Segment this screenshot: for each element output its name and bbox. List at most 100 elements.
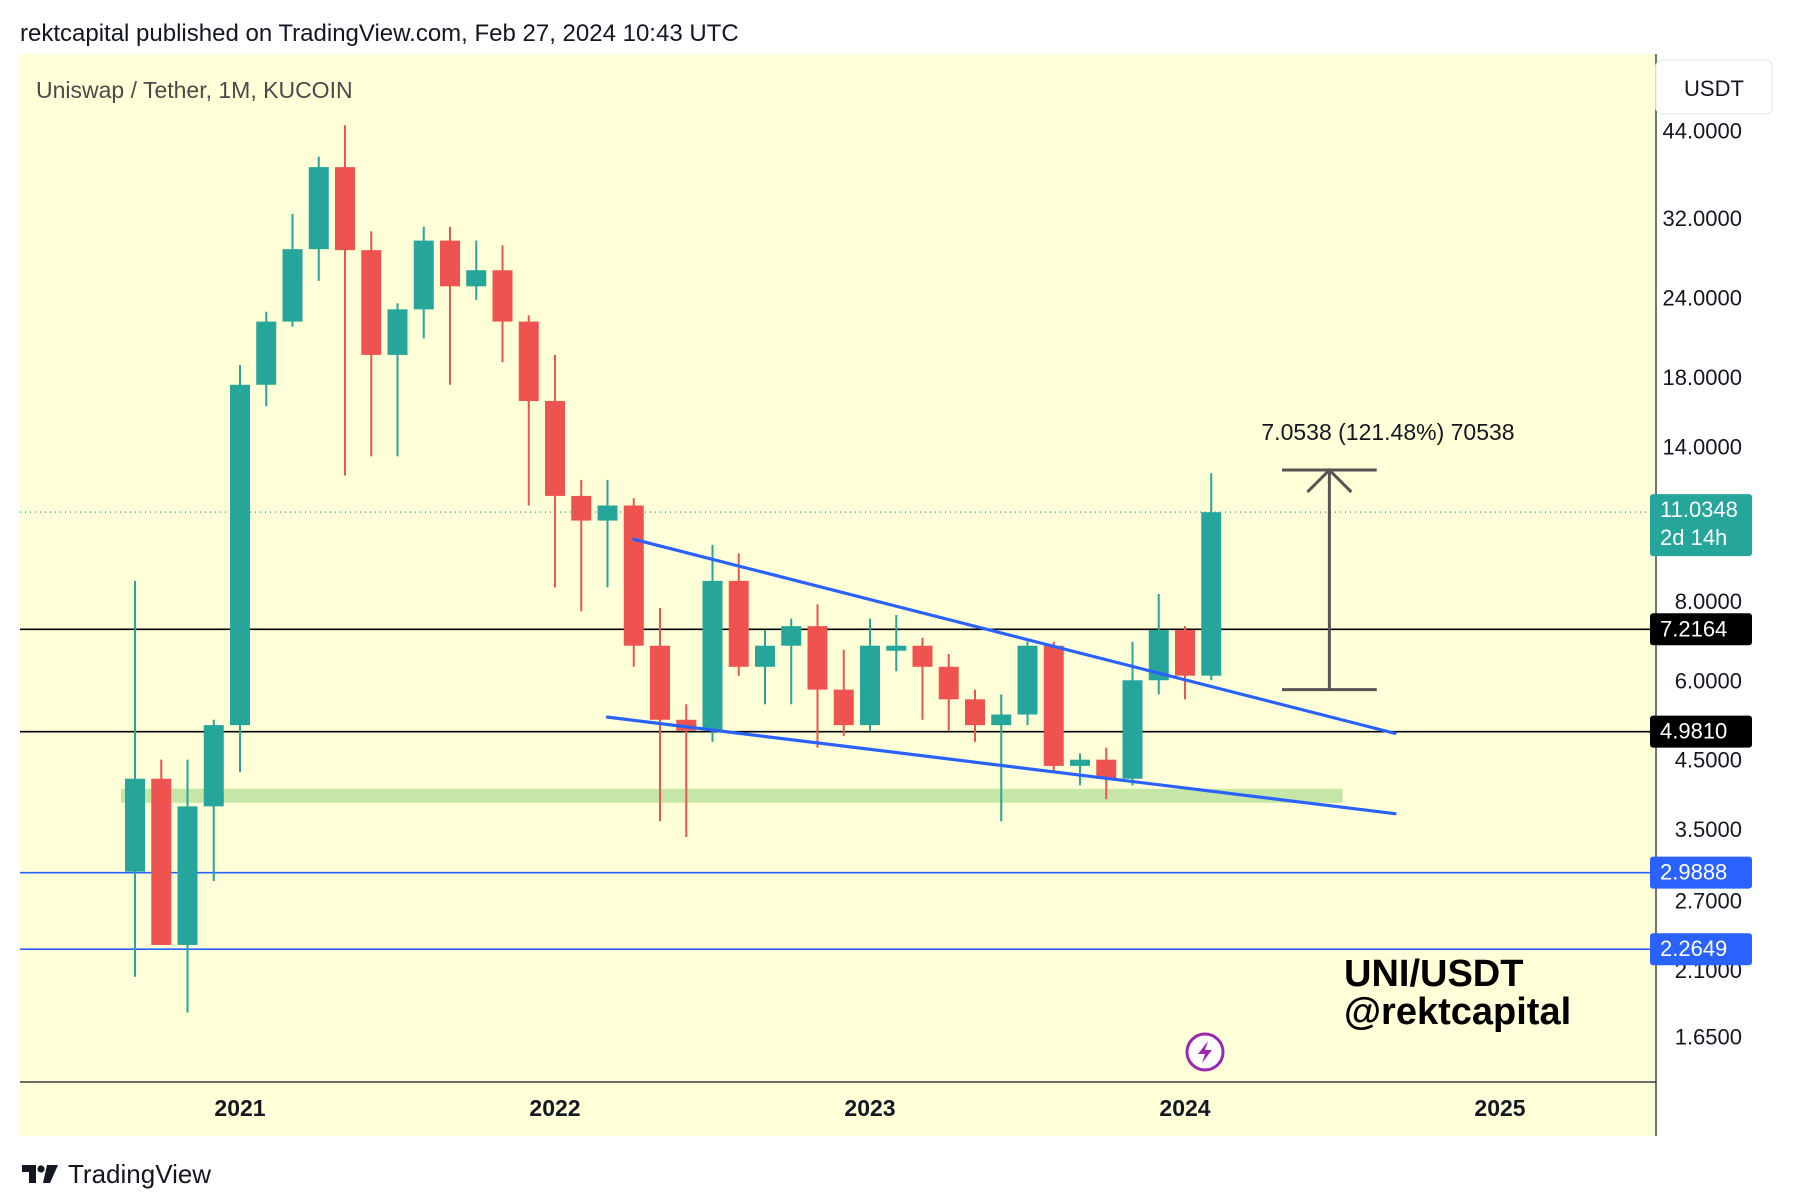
candle-2023-08[interactable] [1043,641,1064,773]
bolt-icon[interactable] [1185,1032,1225,1072]
candle-body [1070,759,1090,766]
candle-2021-12[interactable] [518,315,539,506]
candle-2022-04[interactable] [623,498,644,667]
candle-2021-06[interactable] [361,231,382,457]
x-tick-label-2024: 2024 [1159,1095,1210,1121]
candle-body [361,250,382,355]
candle-2024-01[interactable] [1175,626,1195,700]
last-price-tag-text: 2d 14h [1660,525,1727,550]
candle-2022-01[interactable] [545,354,565,588]
candle-body [440,240,460,287]
candle-2021-07[interactable] [387,303,408,457]
candle-body [492,270,513,322]
candle-body [755,645,775,667]
tradingview-logo-icon [22,1165,58,1183]
candle-2023-10[interactable] [1096,747,1117,800]
candle-2021-11[interactable] [492,245,513,363]
candle-body [1096,759,1117,779]
candle-2024-02[interactable] [1201,473,1222,681]
annotation-author: @rektcapital [1344,991,1571,1033]
candle-body [571,495,592,521]
candle-2021-04[interactable] [308,156,329,281]
y-tick-label: 4.5000 [1675,748,1742,773]
candle-2021-05[interactable] [335,125,355,476]
y-tick-label: 32.0000 [1662,206,1742,231]
candle-body [991,714,1012,726]
candle-2021-09[interactable] [440,226,460,385]
candle-2022-03[interactable] [597,479,618,588]
candle-body [623,505,644,646]
trendline-upper[interactable] [632,537,1397,735]
y-tick-label: 1.6500 [1675,1025,1742,1050]
candle-2023-05[interactable] [965,689,985,742]
candle-body [1017,645,1038,715]
trendline-lower[interactable] [605,715,1397,816]
price-tag-7.2164[interactable]: 7.2164 [1650,613,1752,646]
y-tick-label: 44.0000 [1662,118,1742,143]
candle-body [860,645,880,726]
candle-body [728,580,749,667]
candle-2022-12[interactable] [833,649,854,737]
price-tag-4.9810[interactable]: 4.9810 [1650,715,1752,748]
candle-2023-04[interactable] [938,653,959,731]
candle-2021-01[interactable] [230,364,250,773]
candle-2023-07[interactable] [1017,641,1038,726]
candle-2022-10[interactable] [781,618,802,705]
x-tick-label-2023: 2023 [844,1095,895,1121]
candle-body [1148,629,1169,681]
candle-2020-10[interactable] [151,759,172,945]
price-tag-4.9810-text: 4.9810 [1660,719,1727,744]
candle-2020-12[interactable] [203,719,224,881]
candle-2023-09[interactable] [1070,753,1090,786]
candle-body [256,321,277,385]
price-tag-2.9888-bg [1650,856,1752,889]
time-axis-background [20,1082,1656,1136]
candle-body [151,778,172,945]
levels-layer [20,511,1656,951]
candle-2022-05[interactable] [650,607,670,822]
candle-2022-02[interactable] [571,479,592,612]
candle-2023-12[interactable] [1148,594,1169,695]
candle-body [518,321,539,402]
candle-body [1043,645,1064,766]
candle-2021-10[interactable] [466,240,487,300]
candle-2022-09[interactable] [755,629,775,705]
candle-2021-03[interactable] [282,213,303,327]
candle-2022-07[interactable] [702,544,723,742]
publish-header: rektcapital published on TradingView.com… [20,20,739,47]
candle-body [650,645,670,720]
candle-body [203,725,224,807]
candle-body [965,699,985,726]
last-price-tag-text: 11.0348 [1660,497,1738,522]
price-tag-7.2164-text: 7.2164 [1660,616,1727,641]
measure-layer [1282,467,1377,692]
candle-body [833,689,854,726]
candle-body [807,626,828,690]
annotation-pair: UNI/USDT [1344,953,1523,995]
candle-2021-02[interactable] [256,311,277,407]
candle-2023-02[interactable] [886,615,907,672]
candle-2022-11[interactable] [807,604,828,748]
candle-2022-08[interactable] [728,553,749,676]
candle-2023-01[interactable] [860,618,880,731]
candle-2023-06[interactable] [991,694,1012,822]
price-tag-2.2649[interactable]: 2.2649 [1650,933,1752,966]
candle-body [1175,629,1195,676]
candle-body [308,167,329,250]
candle-body [545,401,565,496]
currency-button[interactable]: USDT [1655,59,1773,115]
measure-label: 7.0538 (121.48%) 70538 [1261,419,1514,445]
support-zone [121,788,1343,803]
candle-body [781,626,802,646]
currency-label: USDT [1684,76,1744,101]
candle-2020-09[interactable] [125,580,145,977]
price-tag-2.9888-text: 2.9888 [1660,860,1727,885]
candle-2021-08[interactable] [413,226,434,339]
candle-2020-11[interactable] [177,759,198,1013]
last-price-tag[interactable]: 11.0348 2d 14h [1650,494,1752,557]
y-tick-label: 14.0000 [1662,434,1742,459]
price-tag-2.9888[interactable]: 2.9888 [1650,856,1752,889]
candle-2023-03[interactable] [912,637,933,720]
candle-body [886,645,907,651]
